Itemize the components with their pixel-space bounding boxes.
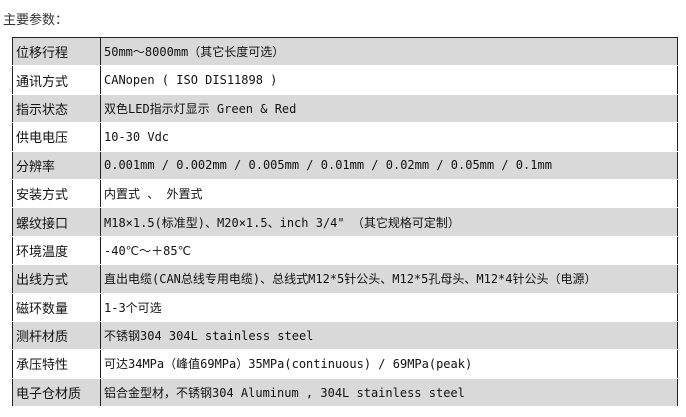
spec-row: 安装方式 内置式 、 外置式 xyxy=(12,179,678,209)
spec-value: 双色LED指示灯显示 Green & Red xyxy=(100,94,678,124)
spec-value: 1-3个可选 xyxy=(100,293,678,322)
spec-value: CANopen ( ISO DIS11898 ) xyxy=(100,65,678,95)
spec-label: 通讯方式 xyxy=(12,65,101,95)
spec-row: 测杆材质 不锈钢304 304L stainless steel xyxy=(12,321,678,351)
spec-label: 环境温度 xyxy=(12,236,101,266)
spec-label: 测杆材质 xyxy=(12,321,101,351)
spec-row: 电子仓材质 铝合金型材，不锈钢304 Aluminum , 304L stainl… xyxy=(12,378,678,408)
spec-row: 承压特性 可达34MPa（峰值69MPa）35MPa(continuous) / … xyxy=(12,349,678,379)
spec-value: 内置式 、 外置式 xyxy=(100,179,678,209)
spec-label: 承压特性 xyxy=(12,349,101,379)
spec-row: 指示状态 双色LED指示灯显示 Green & Red xyxy=(12,94,678,124)
spec-label: 供电电压 xyxy=(12,122,101,152)
spec-value: 可达34MPa（峰值69MPa）35MPa(continuous) / 69MP… xyxy=(100,349,678,379)
spec-row: 螺纹接口 M18×1.5(标准型)、M20×1.5、inch 3/4" （其它规格… xyxy=(12,207,678,237)
spec-label: 位移行程 xyxy=(12,37,101,67)
spec-row: 出线方式 直出电缆(CAN总线专用电缆)、总线式M12*5针公头、M12*5孔母头… xyxy=(12,264,678,294)
spec-value: 不锈钢304 304L stainless steel xyxy=(100,321,678,351)
section-title: 主要参数： xyxy=(3,13,69,28)
spec-row: 通讯方式 CANopen ( ISO DIS11898 ) xyxy=(12,65,678,95)
spec-value: 0.001mm / 0.002mm / 0.005mm / 0.01mm / 0… xyxy=(100,151,678,180)
spec-row: 环境温度 -40℃～＋85℃ xyxy=(12,236,678,266)
spec-value: 直出电缆(CAN总线专用电缆)、总线式M12*5针公头、M12*5孔母头、M12… xyxy=(100,264,678,294)
spec-row: 分辨率 0.001mm / 0.002mm / 0.005mm / 0.01mm … xyxy=(12,151,678,180)
spec-label: 螺纹接口 xyxy=(12,207,101,237)
spec-value: M18×1.5(标准型)、M20×1.5、inch 3/4" （其它规格可定制） xyxy=(100,207,678,237)
spec-value: 10-30 Vdc xyxy=(100,122,678,152)
spec-label: 安装方式 xyxy=(12,179,101,209)
spec-table: 位移行程 50mm～8000mm（其它长度可选） 通讯方式 CANopen ( ISO… xyxy=(12,37,678,408)
spec-row: 供电电压 10-30 Vdc xyxy=(12,122,678,152)
spec-value: 铝合金型材，不锈钢304 Aluminum , 304L stainless s… xyxy=(100,378,678,408)
spec-label: 指示状态 xyxy=(12,94,101,124)
spec-label: 出线方式 xyxy=(12,264,101,294)
spec-label: 分辨率 xyxy=(12,151,101,180)
spec-label: 磁环数量 xyxy=(12,293,101,322)
spec-row: 位移行程 50mm～8000mm（其它长度可选） xyxy=(12,37,678,67)
spec-value: -40℃～＋85℃ xyxy=(100,236,678,266)
spec-label: 电子仓材质 xyxy=(12,378,101,408)
spec-row: 磁环数量 1-3个可选 xyxy=(12,293,678,322)
spec-value: 50mm～8000mm（其它长度可选） xyxy=(100,37,678,67)
